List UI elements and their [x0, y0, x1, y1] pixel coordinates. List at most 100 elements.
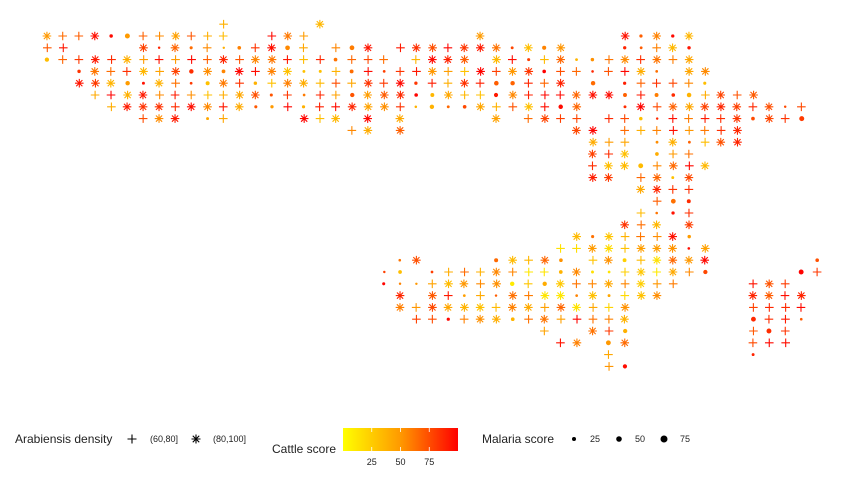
map-point-205	[636, 90, 646, 100]
map-point-483	[572, 338, 582, 348]
map-point-328	[684, 185, 694, 194]
map-point-278	[732, 114, 742, 123]
size-legend-key-0	[572, 437, 576, 441]
map-point-418	[395, 291, 405, 300]
map-point-362	[524, 255, 533, 265]
map-point-21	[671, 34, 675, 38]
map-point-244	[636, 102, 645, 112]
map-point-375	[398, 270, 402, 274]
map-point-106	[267, 67, 277, 76]
map-point-235	[462, 104, 467, 109]
map-point-80	[460, 55, 469, 64]
map-point-487	[764, 338, 774, 348]
color-legend-title: Cattle score	[272, 442, 336, 456]
map-point-169	[684, 78, 694, 88]
map-point-340	[572, 232, 582, 241]
map-point-107	[283, 67, 292, 76]
map-point-96	[106, 67, 116, 76]
map-point-101	[189, 69, 194, 74]
map-point-408	[572, 279, 581, 289]
map-point-471	[751, 316, 756, 322]
map-point-490	[751, 353, 755, 357]
map-point-192	[430, 93, 435, 97]
map-point-197	[508, 90, 518, 100]
map-point-257	[170, 114, 180, 123]
map-point-397	[398, 282, 402, 286]
map-point-330	[670, 198, 676, 204]
map-point-217	[171, 102, 180, 112]
map-point-434	[748, 291, 758, 300]
map-point-435	[764, 291, 774, 300]
map-point-277	[716, 114, 726, 123]
map-point-2	[42, 31, 52, 41]
map-point-18	[620, 31, 630, 41]
map-point-381	[508, 267, 517, 277]
map-point-396	[382, 282, 386, 286]
map-point-407	[555, 279, 565, 289]
map-point-188	[363, 90, 372, 100]
map-point-420	[443, 291, 453, 300]
map-point-241	[558, 104, 563, 110]
map-point-1	[315, 19, 325, 29]
map-point-239	[524, 102, 534, 112]
map-point-402	[476, 279, 485, 289]
map-point-38	[363, 43, 373, 53]
map-point-150	[347, 78, 356, 88]
map-point-448	[556, 303, 566, 312]
map-point-112	[363, 67, 373, 76]
map-point-63	[171, 55, 180, 64]
map-point-316	[669, 161, 678, 171]
map-point-319	[588, 173, 598, 182]
map-point-240	[540, 102, 550, 112]
map-point-138	[154, 78, 164, 88]
map-point-416	[764, 279, 774, 289]
map-point-283	[347, 126, 357, 135]
map-point-315	[652, 161, 662, 171]
map-point-61	[139, 55, 148, 64]
map-point-368	[636, 255, 646, 265]
map-point-28	[189, 46, 193, 50]
map-point-133	[75, 78, 84, 88]
map-point-191	[414, 93, 418, 97]
map-point-463	[510, 317, 515, 322]
map-point-145	[267, 78, 277, 88]
map-point-462	[492, 314, 501, 324]
map-point-256	[154, 114, 164, 123]
map-point-115	[412, 67, 421, 76]
map-point-317	[685, 161, 694, 171]
map-point-26	[157, 46, 161, 50]
map-point-186	[331, 90, 341, 100]
map-point-45	[491, 43, 501, 53]
map-point-156	[443, 78, 453, 88]
map-point-438	[395, 303, 405, 312]
map-point-234	[446, 105, 450, 109]
map-point-6	[109, 34, 113, 38]
map-point-347	[687, 234, 691, 239]
map-point-189	[380, 90, 389, 100]
map-point-123	[542, 69, 546, 74]
map-point-367	[622, 258, 627, 263]
map-point-422	[476, 291, 485, 300]
map-point-92	[668, 55, 678, 64]
map-point-473	[781, 314, 790, 324]
map-point-201	[572, 90, 581, 100]
map-point-52	[652, 43, 661, 53]
map-point-272	[639, 116, 643, 121]
map-point-260	[299, 114, 309, 123]
map-point-307	[620, 149, 630, 159]
map-point-180	[235, 90, 244, 100]
map-point-75	[363, 55, 373, 64]
map-point-294	[716, 126, 726, 135]
map-point-137	[141, 81, 145, 85]
map-point-64	[187, 55, 196, 64]
map-point-276	[700, 114, 710, 123]
map-point-326	[652, 185, 662, 194]
map-point-228	[347, 102, 357, 112]
map-point-359	[412, 255, 421, 265]
map-point-395	[812, 267, 822, 277]
map-point-411	[620, 279, 630, 289]
map-point-392	[685, 267, 694, 277]
map-point-357	[700, 244, 710, 253]
shape-legend-key-asterisk-glyph	[191, 434, 201, 444]
